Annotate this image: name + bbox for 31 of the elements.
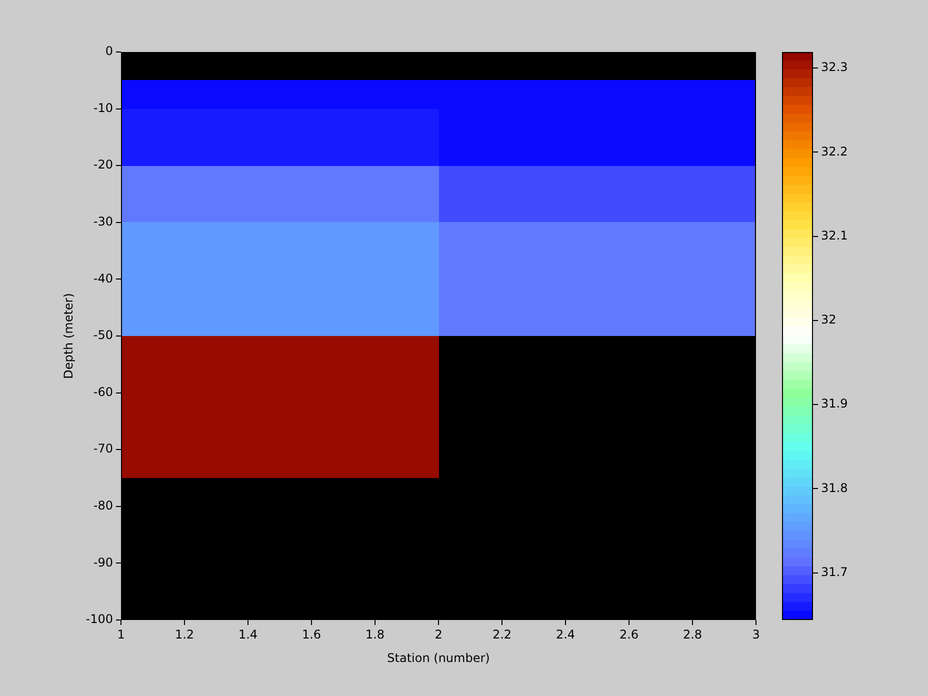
color-bar-label: 32.3: [821, 60, 848, 74]
y-axis-title: Depth (meter): [61, 293, 76, 379]
color-bar-label: 32: [821, 312, 836, 327]
y-tick-label: -40: [93, 271, 113, 286]
color-bar-label: 31.7: [821, 565, 848, 579]
y-tick-label: -30: [93, 214, 113, 229]
x-tick-label: 2.4: [556, 627, 576, 642]
y-tick-label: -10: [93, 100, 113, 115]
x-tick-label: 2.8: [682, 627, 702, 642]
x-tick-label: 2.6: [619, 627, 639, 642]
y-tick-label: 0: [105, 44, 113, 58]
color-bar-label: 31.9: [821, 396, 848, 411]
x-tick-label: 1.8: [365, 627, 385, 642]
y-tick-label: -100: [86, 612, 113, 626]
x-tick-label: 2: [434, 627, 442, 642]
y-tick-label: -70: [93, 442, 113, 456]
y-tick-label: -20: [93, 158, 113, 172]
x-tick-label: 1.4: [238, 627, 258, 642]
y-tick-label: -50: [93, 328, 113, 342]
x-tick-label: 3: [752, 627, 760, 642]
color-bar-label: 32.2: [821, 144, 848, 158]
x-tick-label: 2.2: [492, 627, 512, 642]
y-tick-label: -80: [93, 498, 113, 513]
y-tick-label: -90: [93, 555, 113, 570]
color-bar-label: 31.8: [821, 480, 848, 495]
color-bar-label: 32.1: [821, 228, 848, 242]
y-tick-label: -60: [93, 384, 113, 399]
x-axis-title: Station (number): [387, 650, 490, 665]
x-tick-label: 1.6: [302, 627, 322, 642]
x-tick-label: 1.2: [174, 627, 194, 642]
x-tick-label: 1: [117, 627, 125, 642]
